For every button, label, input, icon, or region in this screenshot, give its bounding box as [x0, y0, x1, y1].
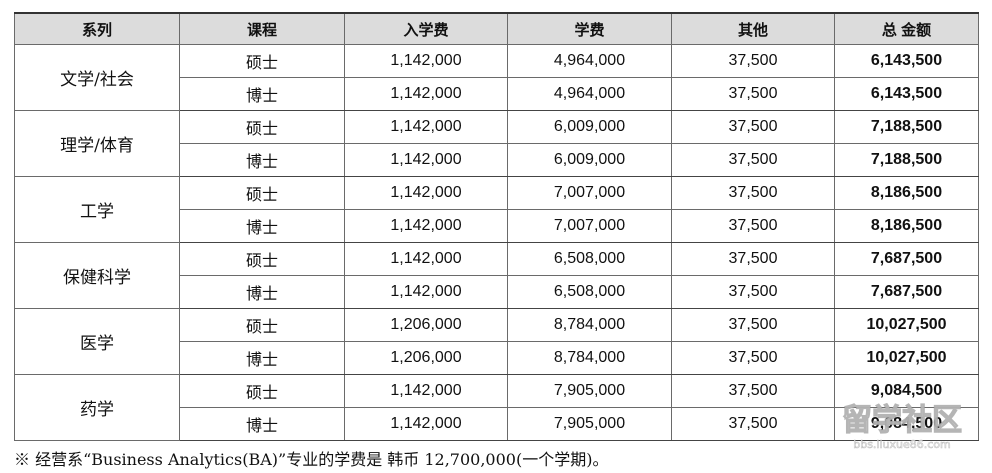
tuition-cell: 4,964,000	[507, 44, 672, 78]
other-fee-cell: 37,500	[671, 44, 835, 78]
tuition-cell: 7,905,000	[507, 374, 672, 408]
total-cell: 7,687,500	[834, 242, 979, 276]
table-row: 保健科学 硕士 1,142,000 6,508,000 37,500 7,687,500	[14, 242, 979, 309]
course-cell: 硕士	[179, 242, 345, 276]
course-cell: 硕士	[179, 374, 345, 408]
tuition-cell: 6,508,000	[507, 275, 672, 309]
entrance-fee-cell: 1,142,000	[344, 242, 508, 276]
total-cell: 10,027,500	[834, 341, 979, 375]
total-cell: 6,143,500	[834, 77, 979, 111]
total-cell: 8,186,500	[834, 209, 979, 243]
table-body: 文学/社会 硕士 1,142,000 4,964,000 37,500 6,143,500…	[14, 44, 979, 441]
other-fee-cell: 37,500	[671, 407, 835, 441]
tuition-table-container: 系列 课程 入学费 学费 其他 总 金额 文学/社会 硕士 1,142,000 4,9…	[14, 12, 979, 441]
header-total: 总 金额	[834, 12, 979, 45]
table-row: 博士 1,142,000 7,905,000 37,500 9,084,500	[15, 407, 979, 441]
header-course: 课程	[179, 12, 345, 45]
other-fee-cell: 37,500	[671, 77, 835, 111]
tuition-cell: 7,905,000	[507, 407, 672, 441]
dept-cell: 保健科学	[14, 242, 180, 309]
entrance-fee-cell: 1,142,000	[344, 209, 508, 243]
dept-cell: 药学	[14, 374, 180, 441]
other-fee-cell: 37,500	[671, 176, 835, 210]
header-tuition: 学费	[507, 12, 672, 45]
table-row: 医学 硕士 1,206,000 8,784,000 37,500 10,027,500	[14, 308, 979, 375]
entrance-fee-cell: 1,206,000	[344, 341, 508, 375]
other-fee-cell: 37,500	[671, 110, 835, 144]
other-fee-cell: 37,500	[671, 209, 835, 243]
dept-cell: 医学	[14, 308, 180, 375]
dept-cell: 文学/社会	[14, 44, 180, 111]
entrance-fee-cell: 1,142,000	[344, 110, 508, 144]
course-cell: 硕士	[179, 110, 345, 144]
total-cell: 9,084,500	[834, 374, 979, 408]
header-entrance-fee: 入学费	[344, 12, 508, 45]
dept-cell: 工学	[14, 176, 180, 243]
table-row: 工学 硕士 1,142,000 7,007,000 37,500 8,186,500	[14, 176, 979, 243]
course-cell: 硕士	[179, 176, 345, 210]
entrance-fee-cell: 1,142,000	[344, 44, 508, 78]
course-cell: 博士	[179, 209, 345, 243]
course-cell: 博士	[179, 407, 345, 441]
other-fee-cell: 37,500	[671, 374, 835, 408]
table-row: 博士 1,142,000 4,964,000 37,500 6,143,500	[15, 77, 979, 111]
entrance-fee-cell: 1,142,000	[344, 374, 508, 408]
header-other: 其他	[671, 12, 835, 45]
total-cell: 8,186,500	[834, 176, 979, 210]
tuition-cell: 6,508,000	[507, 242, 672, 276]
total-cell: 7,687,500	[834, 275, 979, 309]
other-fee-cell: 37,500	[671, 143, 835, 177]
course-cell: 硕士	[179, 44, 345, 78]
entrance-fee-cell: 1,206,000	[344, 308, 508, 342]
tuition-cell: 8,784,000	[507, 341, 672, 375]
course-cell: 博士	[179, 143, 345, 177]
table-row: 博士 1,142,000 6,009,000 37,500 7,188,500	[15, 143, 979, 177]
other-fee-cell: 37,500	[671, 242, 835, 276]
tuition-cell: 7,007,000	[507, 176, 672, 210]
table-header-row: 系列 课程 入学费 学费 其他 总 金额	[14, 12, 979, 45]
total-cell: 6,143,500	[834, 44, 979, 78]
table-row: 博士 1,142,000 7,007,000 37,500 8,186,500	[15, 209, 979, 243]
tuition-cell: 4,964,000	[507, 77, 672, 111]
other-fee-cell: 37,500	[671, 308, 835, 342]
course-cell: 博士	[179, 275, 345, 309]
entrance-fee-cell: 1,142,000	[344, 77, 508, 111]
tuition-table: 系列 课程 入学费 学费 其他 总 金额 文学/社会 硕士 1,142,000 4,9…	[14, 12, 979, 441]
table-row: 博士 1,206,000 8,784,000 37,500 10,027,500	[15, 341, 979, 375]
table-row: 理学/体育 硕士 1,142,000 6,009,000 37,500 7,188,500	[14, 110, 979, 177]
table-row: 博士 1,142,000 6,508,000 37,500 7,687,500	[15, 275, 979, 309]
total-cell: 9,084,500	[834, 407, 979, 441]
tuition-cell: 8,784,000	[507, 308, 672, 342]
dept-cell: 理学/体育	[14, 110, 180, 177]
other-fee-cell: 37,500	[671, 341, 835, 375]
entrance-fee-cell: 1,142,000	[344, 275, 508, 309]
entrance-fee-cell: 1,142,000	[344, 407, 508, 441]
total-cell: 7,188,500	[834, 110, 979, 144]
course-cell: 博士	[179, 341, 345, 375]
entrance-fee-cell: 1,142,000	[344, 143, 508, 177]
course-cell: 博士	[179, 77, 345, 111]
tuition-cell: 6,009,000	[507, 143, 672, 177]
entrance-fee-cell: 1,142,000	[344, 176, 508, 210]
total-cell: 10,027,500	[834, 308, 979, 342]
table-row: 药学 硕士 1,142,000 7,905,000 37,500 9,084,500	[14, 374, 979, 441]
tuition-cell: 7,007,000	[507, 209, 672, 243]
total-cell: 7,188,500	[834, 143, 979, 177]
footnote: ※ 经营系“Business Analytics(BA)”专业的学费是 韩币 1…	[14, 450, 609, 469]
course-cell: 硕士	[179, 308, 345, 342]
table-row: 文学/社会 硕士 1,142,000 4,964,000 37,500 6,143,500	[14, 44, 979, 111]
other-fee-cell: 37,500	[671, 275, 835, 309]
header-dept: 系列	[14, 12, 180, 45]
tuition-cell: 6,009,000	[507, 110, 672, 144]
